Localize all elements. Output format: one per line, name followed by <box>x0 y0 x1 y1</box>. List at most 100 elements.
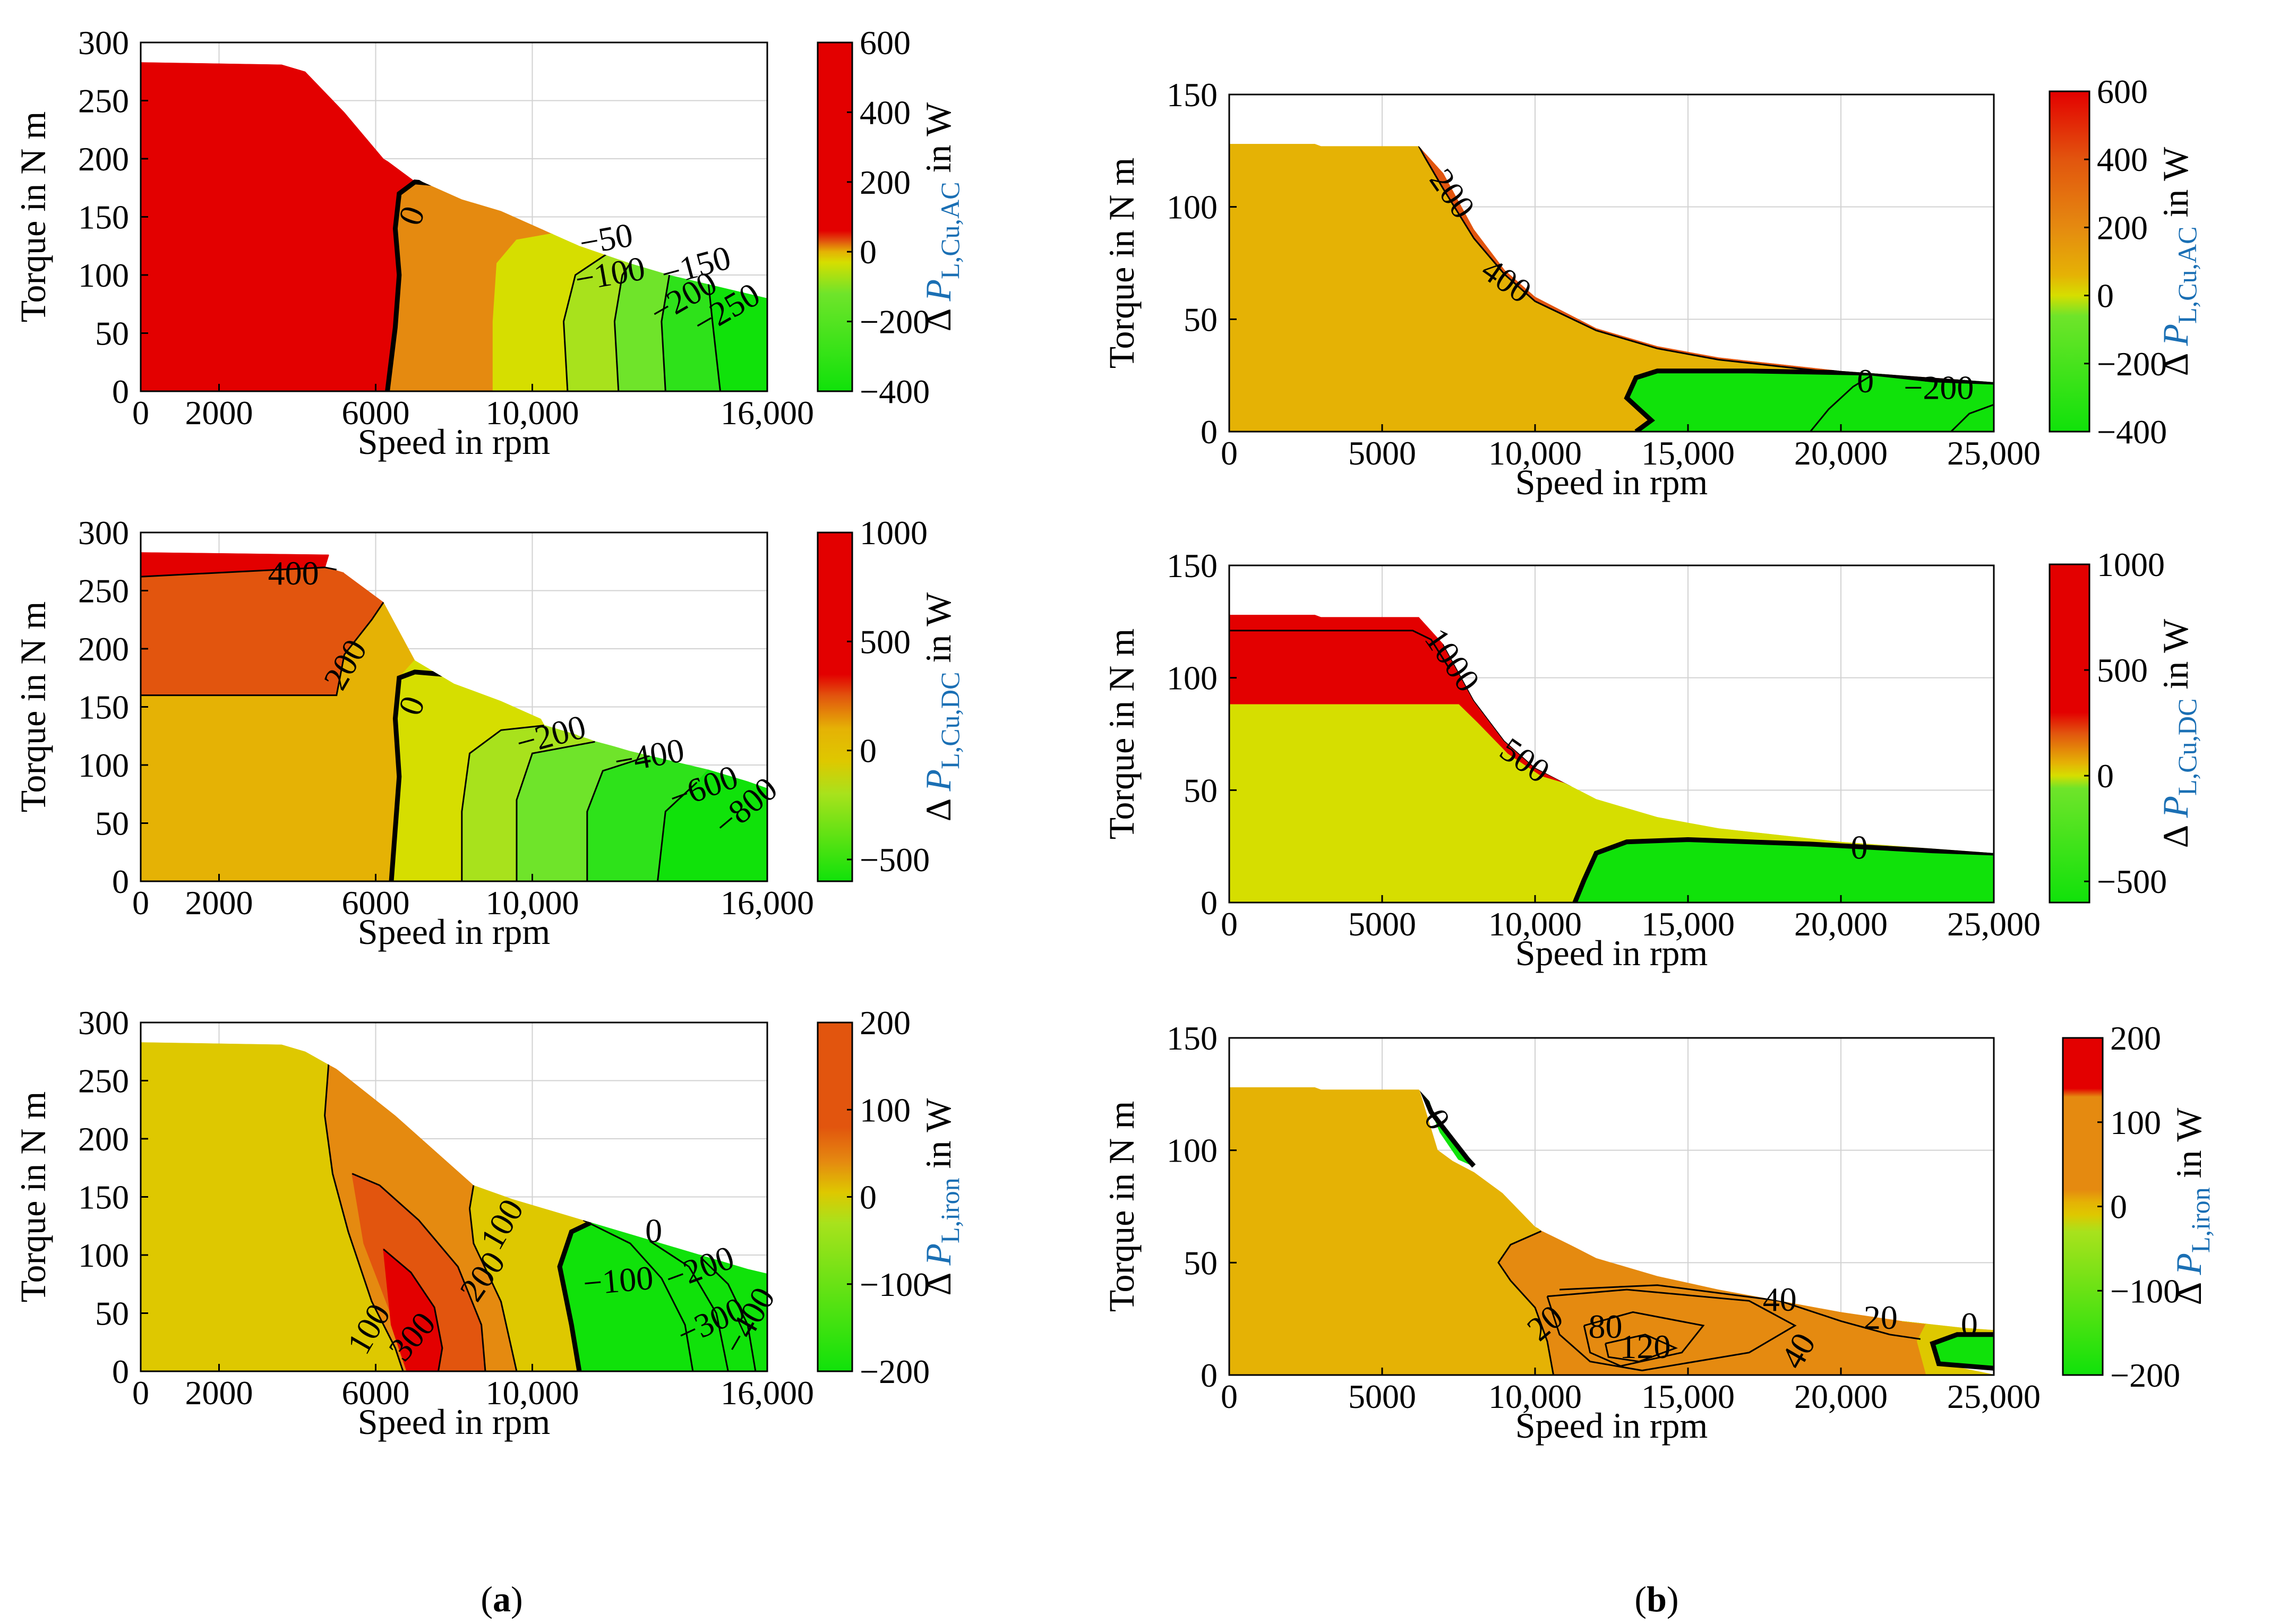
contour-line <box>141 566 337 578</box>
colorbar-tick-label: −400 <box>860 373 930 410</box>
contour-line <box>700 1257 757 1371</box>
y-axis-label: Torque in N m <box>1101 158 1142 369</box>
contour-line <box>582 1219 694 1371</box>
colorbar-gradient <box>2049 563 2090 904</box>
y-axis-label: Torque in N m <box>13 1092 53 1303</box>
contour-line <box>613 263 631 391</box>
x-tick-label: 10,000 <box>486 884 579 922</box>
heatmap-region <box>1229 1087 1554 1375</box>
colorbar-label: Δ PL,Cu,DC in W <box>918 592 965 822</box>
contour-line <box>1559 1284 1921 1340</box>
x-tick-label: 6000 <box>342 394 410 432</box>
colorbar-label-suffix: in W <box>918 592 958 672</box>
y-tick-label: 100 <box>78 1236 129 1274</box>
colorbar-label-prefix: Δ <box>2155 818 2196 848</box>
y-tick-label: 100 <box>78 256 129 294</box>
y-tick-label: 0 <box>112 1353 129 1390</box>
x-tick-label: 0 <box>1221 905 1238 943</box>
contour-line <box>649 1240 729 1371</box>
caption-b-letter: b <box>1647 1579 1667 1619</box>
svg-text:(b): (b) <box>1634 1579 1678 1619</box>
x-tick-label: 2000 <box>185 394 253 432</box>
x-tick-label: 6000 <box>342 1374 410 1412</box>
x-tick-label: 5000 <box>1348 434 1416 472</box>
x-tick-label: 10,000 <box>1488 434 1582 472</box>
plot-frame <box>1228 1037 1995 1376</box>
contour-label: 80 <box>1588 1308 1622 1345</box>
colorbar: 1000 500 0 −500 Δ PL,Cu,DC in W <box>817 514 965 882</box>
colorbar-gradient <box>817 531 853 882</box>
y-tick-label: 150 <box>1167 76 1218 114</box>
colorbar-label-subscript: L,Cu,AC <box>935 182 965 279</box>
colorbar-label-prefix: Δ <box>918 791 958 821</box>
contour-line <box>1930 1332 1994 1371</box>
colorbar-tick-label: 0 <box>2097 277 2114 315</box>
y-tick-label: 0 <box>1201 413 1218 451</box>
colorbar-tick-label: −200 <box>2097 345 2167 383</box>
colorbar-label-symbol: P <box>2155 324 2196 347</box>
heatmap-region <box>141 62 416 391</box>
colorbar-label-subscript: L,iron <box>935 1178 965 1243</box>
colorbar-label-symbol: P <box>2155 796 2196 819</box>
x-tick-label: 0 <box>1221 434 1238 472</box>
contour-line <box>461 725 544 881</box>
colorbar-tick-label: 400 <box>860 93 911 131</box>
x-axis-label: Speed in rpm <box>1515 462 1708 502</box>
colorbar-label-symbol: P <box>2169 1253 2209 1276</box>
contour-line <box>352 1173 486 1371</box>
colorbar-tick-label: 400 <box>2097 141 2148 178</box>
x-tick-label: 0 <box>132 394 149 432</box>
caption-a: (a) <box>481 1579 522 1619</box>
colorbar-tick-label: 200 <box>2097 209 2148 246</box>
contour-line <box>1605 1334 1678 1363</box>
x-tick-label: 16,000 <box>721 394 814 432</box>
colorbar: 600 400 200 0 −200 −400 Δ PL,Cu,AC in W <box>2049 73 2202 451</box>
colorbar: 1000 500 0 −500 Δ PL,Cu,DC in W <box>2049 546 2202 904</box>
y-tick-label: 250 <box>78 572 129 610</box>
y-tick-label: 200 <box>78 1120 129 1158</box>
heatmap-regions <box>141 62 767 391</box>
contour-line <box>1810 374 1872 432</box>
colorbar-tick-label: 0 <box>2110 1188 2127 1226</box>
x-tick-label: 20,000 <box>1794 434 1888 472</box>
x-tick-label: 0 <box>1221 1378 1238 1415</box>
colorbar-tick-label: 200 <box>860 164 911 201</box>
colorbar-label-subscript: L,Cu,DC <box>2172 698 2202 795</box>
colorbar-label-prefix: Δ <box>918 1266 958 1296</box>
colorbar-tick-label: −200 <box>860 1353 930 1390</box>
colorbar: 200 100 0 −100 −200 Δ PL,iron in W <box>817 1004 965 1390</box>
colorbar-label-suffix: in W <box>2169 1107 2209 1188</box>
x-tick-label: 10,000 <box>486 394 579 432</box>
y-axis-label: Torque in N m <box>13 602 53 813</box>
y-tick-label: 300 <box>78 514 129 552</box>
y-tick-label: 50 <box>1184 300 1218 338</box>
y-tick-label: 0 <box>1201 884 1218 922</box>
heatmap-regions <box>141 552 767 881</box>
x-tick-label: 10,000 <box>1488 905 1582 943</box>
x-tick-label: 20,000 <box>1794 905 1888 943</box>
y-tick-label: 200 <box>78 140 129 178</box>
contour-label: 0 <box>1961 1305 1978 1343</box>
contour-line <box>383 1248 443 1371</box>
y-tick-label: 300 <box>78 24 129 62</box>
x-tick-label: 6000 <box>342 884 410 922</box>
colorbar-tick-label: 200 <box>860 1004 911 1042</box>
contour-label: 0 <box>645 1211 662 1249</box>
colorbar-tick-label: −500 <box>2097 863 2167 900</box>
colorbar-label: Δ PL,Cu,AC in W <box>918 102 965 332</box>
x-tick-label: 0 <box>132 1374 149 1412</box>
x-tick-label: 16,000 <box>721 884 814 922</box>
contour-label: 0 <box>1851 828 1868 866</box>
contour-line <box>562 253 607 391</box>
heatmap-region <box>1497 1230 1927 1375</box>
contour-line <box>707 284 721 391</box>
contour-line <box>1572 837 1994 903</box>
contour-line <box>1583 1311 1705 1367</box>
x-axis-label: Speed in rpm <box>1515 1405 1708 1446</box>
colorbar-label-suffix: in W <box>2155 147 2196 227</box>
colorbar-label-symbol: P <box>918 1243 958 1266</box>
colorbar-label-subscript: L,Cu,DC <box>935 672 965 769</box>
colorbar-tick-label: 100 <box>2110 1104 2161 1141</box>
